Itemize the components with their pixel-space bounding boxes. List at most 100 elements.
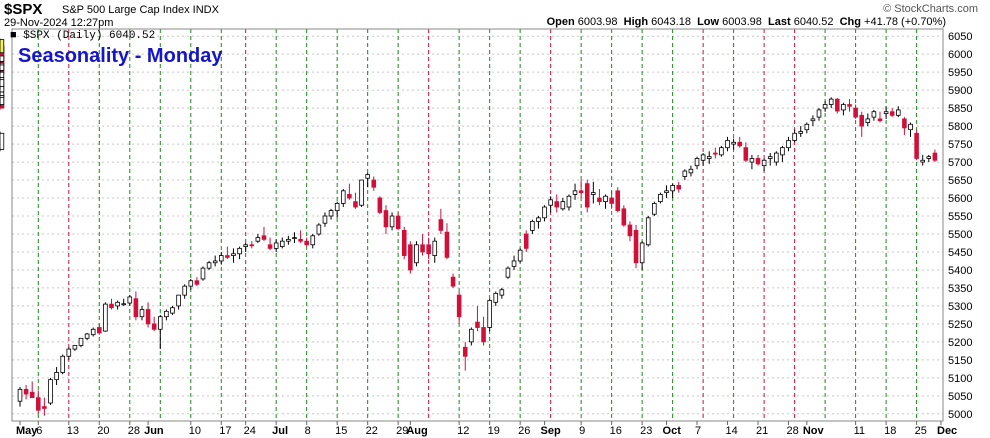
- candle-body: [737, 141, 743, 147]
- candle-body: [645, 217, 651, 246]
- candle-body: [151, 323, 157, 330]
- last-value: 6040.52: [793, 16, 834, 28]
- candle-body: [578, 190, 584, 194]
- x-tick-label: 14: [726, 425, 738, 437]
- candle-body: [615, 190, 621, 212]
- candle-body: [176, 294, 181, 307]
- candle-body: [548, 199, 553, 206]
- y-tick-label: 5300: [948, 301, 972, 313]
- candle-body: [267, 244, 273, 249]
- candle-body: [359, 179, 364, 206]
- candle-body: [804, 123, 810, 131]
- x-tick-label: 12: [457, 425, 469, 437]
- low-label: Low: [697, 16, 720, 28]
- x-tick-label: 10: [189, 425, 201, 437]
- candle-body: [542, 206, 547, 219]
- candle-body: [0, 86, 5, 93]
- candle-body: [554, 201, 560, 208]
- y-tick-label: 6050: [948, 31, 972, 43]
- candle-body: [591, 192, 596, 195]
- chg-value: +41.78 (+0.70%): [864, 16, 946, 28]
- candle-body: [383, 210, 389, 228]
- y-tick-label: 5100: [948, 373, 972, 385]
- candle-body: [920, 159, 925, 163]
- candle-body: [450, 276, 456, 287]
- candle-body: [536, 217, 541, 222]
- y-tick-label: 5500: [948, 229, 972, 241]
- x-tick-label: Jul: [272, 425, 288, 437]
- candle-body: [121, 303, 126, 306]
- y-tick-label: 5650: [948, 175, 972, 187]
- candle-body: [389, 215, 395, 228]
- candle-body: [414, 244, 419, 264]
- candle-body: [139, 309, 145, 318]
- candle-body: [212, 260, 218, 264]
- x-tick-label: 18: [884, 425, 896, 437]
- candle-body: [157, 316, 163, 330]
- x-tick-label: 19: [488, 425, 500, 437]
- x-tick-label: 28: [128, 425, 140, 437]
- candle-body: [462, 346, 468, 357]
- candle-body: [566, 195, 572, 208]
- candle-body: [706, 156, 712, 159]
- candle-body: [828, 98, 834, 105]
- x-tick-label: 15: [335, 425, 347, 437]
- candle-body: [499, 289, 505, 296]
- candle-body: [670, 185, 675, 192]
- candle-body: [853, 107, 858, 118]
- candle-body: [60, 355, 65, 373]
- candle-body: [286, 238, 291, 242]
- y-tick-label: 5000: [948, 409, 972, 421]
- high-value: 6043.18: [651, 16, 691, 28]
- plot-frame: [11, 28, 944, 422]
- candle-body: [713, 152, 718, 155]
- candle-body: [505, 267, 511, 278]
- candle-body: [66, 348, 72, 357]
- last-label: Last: [768, 16, 791, 28]
- low-value: 6003.98: [722, 16, 762, 28]
- candle-body: [334, 203, 340, 212]
- x-tick-label: 22: [366, 425, 378, 437]
- candle-body: [889, 111, 895, 116]
- x-tick-label: Jun: [144, 425, 164, 437]
- candle-body: [719, 147, 724, 156]
- candle-body: [322, 215, 328, 224]
- y-tick-label: 5450: [948, 247, 972, 259]
- candle-body: [841, 104, 846, 111]
- candle-body: [395, 215, 401, 229]
- candle-body: [17, 388, 23, 402]
- candle-body: [365, 174, 370, 179]
- candles: [0, 38, 938, 416]
- candle-body: [810, 118, 816, 122]
- candle-body: [54, 372, 59, 381]
- candle-body: [774, 152, 779, 163]
- candle-body: [609, 197, 614, 204]
- candle-body: [926, 156, 932, 159]
- candle-body: [206, 262, 212, 269]
- candle-body: [432, 240, 438, 256]
- candle-body: [603, 195, 608, 203]
- x-tick-label: Sep: [541, 425, 561, 437]
- candle-body: [0, 132, 5, 150]
- candle-body: [316, 224, 322, 235]
- candle-body: [188, 280, 194, 287]
- y-tick-label: 5150: [948, 355, 972, 367]
- candle-body: [0, 55, 5, 62]
- candle-body: [200, 267, 206, 280]
- x-tick-label: 28: [787, 425, 799, 437]
- candle-body: [237, 247, 242, 255]
- candle-body: [420, 244, 425, 253]
- y-tick-label: 5800: [948, 121, 972, 133]
- candle-body: [42, 406, 47, 409]
- y-tick-label: 5550: [948, 211, 972, 223]
- x-tick-label: Oct: [663, 425, 682, 437]
- candle-body: [426, 244, 431, 255]
- candle-body: [652, 203, 657, 215]
- candle-body: [621, 208, 627, 226]
- x-tick-label: 13: [67, 425, 79, 437]
- x-tick-label: 23: [640, 425, 652, 437]
- candle-body: [456, 294, 462, 318]
- candle-body: [914, 132, 919, 159]
